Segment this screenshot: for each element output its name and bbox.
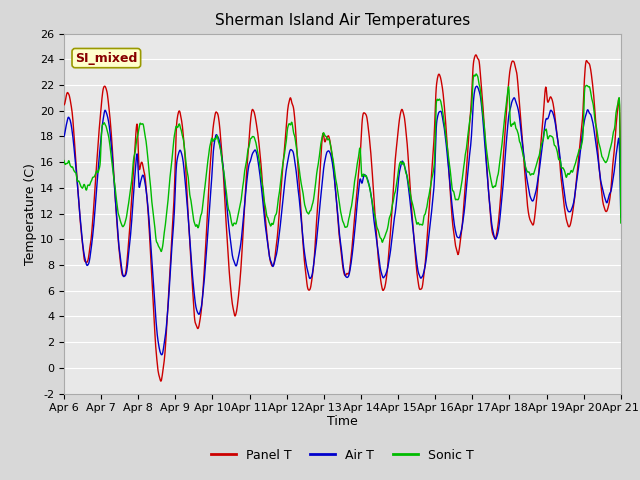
- Legend: Panel T, Air T, Sonic T: Panel T, Air T, Sonic T: [206, 444, 479, 467]
- Title: Sherman Island Air Temperatures: Sherman Island Air Temperatures: [215, 13, 470, 28]
- X-axis label: Time: Time: [327, 415, 358, 428]
- Y-axis label: Temperature (C): Temperature (C): [24, 163, 37, 264]
- Text: SI_mixed: SI_mixed: [75, 51, 138, 65]
